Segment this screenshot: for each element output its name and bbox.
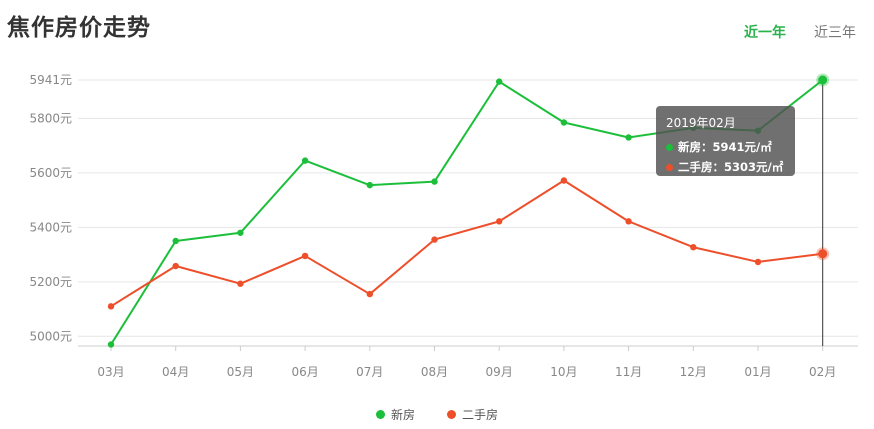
data-point-second	[431, 236, 438, 243]
x-tick-label: 04月	[162, 365, 189, 379]
tooltip-title: 2019年02月	[666, 116, 736, 130]
data-point-new	[172, 237, 179, 245]
x-tick-label: 09月	[486, 365, 513, 379]
data-point-second	[560, 177, 568, 184]
data-point-second	[237, 280, 244, 287]
legend-item-second[interactable]: 二手房	[447, 406, 498, 423]
legend-label-second: 二手房	[462, 408, 499, 422]
data-point-new	[625, 134, 632, 141]
legend-label-new: 新房	[390, 408, 415, 422]
y-tick-label: 5600元	[29, 166, 72, 180]
tooltip-row-new: 新房：5941元/㎡	[666, 137, 795, 157]
data-point-new	[818, 75, 828, 85]
data-point-second	[496, 218, 503, 225]
data-point-second	[690, 244, 697, 251]
period-tabs: 近一年 近三年	[744, 22, 856, 42]
data-point-second	[754, 258, 762, 266]
x-tick-label: 10月	[550, 365, 577, 379]
tab-three-years[interactable]: 近三年	[814, 25, 856, 41]
y-tick-label: 5800元	[29, 111, 72, 125]
legend-item-new[interactable]: 新房	[375, 406, 415, 423]
x-tick-label: 05月	[227, 365, 254, 379]
tooltip-dot-second	[666, 163, 673, 171]
chart-legend: 新房 二手房	[0, 406, 874, 423]
tooltip-dot-new	[666, 143, 673, 151]
x-tick-label: 07月	[356, 365, 383, 379]
chart-tooltip: 2019年02月 新房：5941元/㎡ 二手房：5303元/㎡	[656, 106, 795, 176]
series-line-second	[110, 179, 823, 308]
legend-dot-second	[447, 410, 456, 419]
x-tick-label: 01月	[744, 365, 771, 379]
x-tick-label: 08月	[421, 365, 448, 379]
x-tick-label: 03月	[97, 365, 124, 379]
tooltip-text-second: 二手房：5303元/㎡	[678, 160, 784, 174]
data-point-second	[172, 262, 179, 270]
data-point-new	[496, 78, 503, 85]
data-point-second	[301, 252, 309, 260]
tooltip-row-second: 二手房：5303元/㎡	[666, 157, 795, 177]
data-point-new	[560, 119, 568, 126]
data-point-second	[818, 249, 828, 259]
y-tick-label: 5000元	[29, 329, 72, 343]
data-point-new	[431, 178, 438, 185]
y-tick-label: 5400元	[29, 220, 72, 234]
x-tick-label: 11月	[615, 365, 642, 379]
data-point-second	[625, 218, 632, 225]
data-point-new	[301, 157, 309, 164]
tooltip-text-new: 新房：5941元/㎡	[678, 140, 772, 154]
data-point-new	[366, 181, 373, 189]
y-tick-label: 5200元	[29, 275, 72, 289]
data-point-second	[107, 303, 115, 310]
x-tick-label: 12月	[680, 365, 707, 379]
page-title: 焦作房价走势	[7, 15, 151, 41]
data-point-new	[107, 341, 115, 348]
x-tick-label: 02月	[809, 365, 836, 379]
legend-dot-new	[375, 410, 385, 419]
data-point-new	[237, 229, 244, 236]
x-tick-label: 06月	[291, 365, 318, 379]
y-tick-label: 5941元	[29, 73, 72, 87]
tab-one-year[interactable]: 近一年	[744, 25, 786, 41]
data-point-second	[366, 290, 373, 298]
